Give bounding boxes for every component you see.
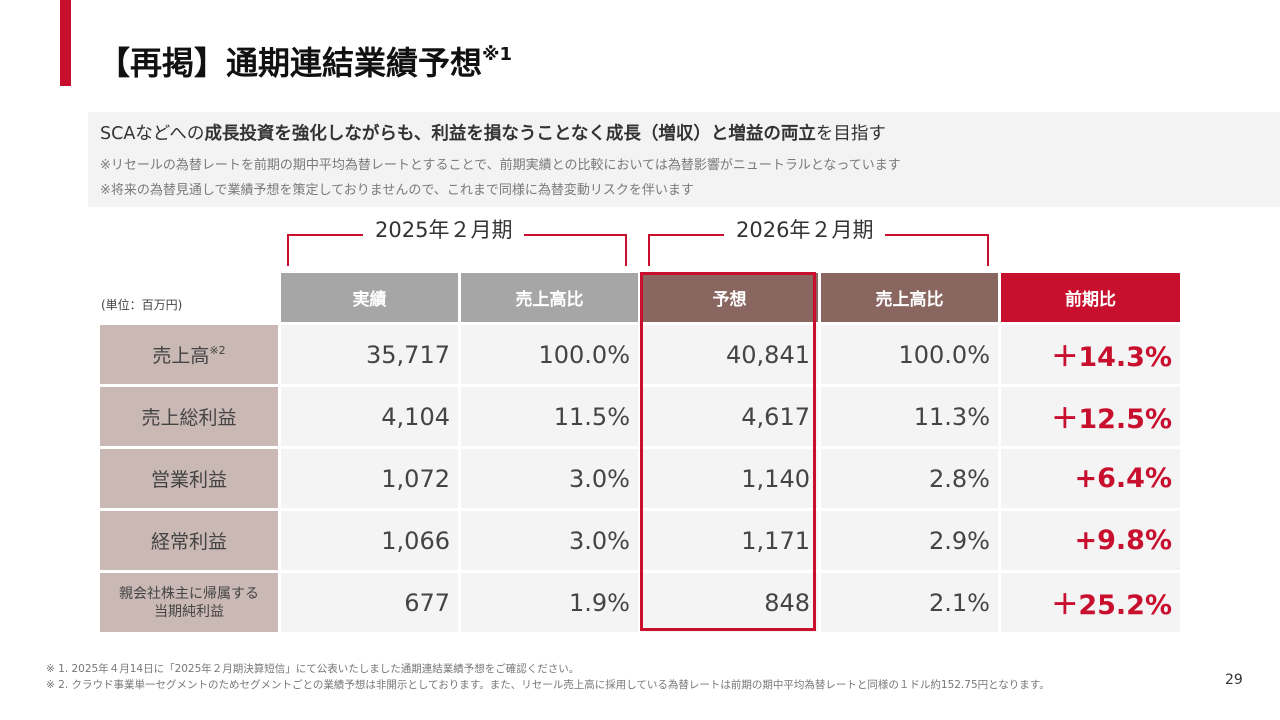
headline-prefix: SCAなどへの <box>100 124 205 144</box>
page-title-text: 【再掲】通期連結業績予想 <box>98 44 483 82</box>
cell-forecast: 848 <box>641 573 818 632</box>
cell-actual: 677 <box>281 573 458 632</box>
cell-yoy: ＋12.5% <box>1001 387 1180 446</box>
unit-label: (単位：百万円) <box>101 298 183 312</box>
row-footnote-mark: ※2 <box>209 344 226 357</box>
header-forecast: 予想 <box>641 273 818 322</box>
row-label: 売上高 ※2 <box>100 325 278 384</box>
cell-forecast-ratio: 2.9% <box>821 511 998 570</box>
cell-yoy: +6.4% <box>1001 449 1180 508</box>
row-label: 売上総利益 <box>100 387 278 446</box>
cell-forecast-ratio: 2.1% <box>821 573 998 632</box>
row-label: 親会社株主に帰属する 当期純利益 <box>100 573 278 632</box>
cell-forecast: 40,841 <box>641 325 818 384</box>
row-label-line2: 当期純利益 <box>154 603 224 620</box>
cell-forecast: 4,617 <box>641 387 818 446</box>
table-row-net-sales: 売上高 ※2 35,717 100.0% 40,841 100.0% ＋14.3% <box>100 325 1180 384</box>
headline-suffix: を目指す <box>815 124 886 144</box>
fy2025-label: 2025年２月期 <box>363 214 525 244</box>
cell-actual: 4,104 <box>281 387 458 446</box>
summary-note-risk: ※将来の為替見通しで業績予想を策定しておりませんので、これまで同様に為替変動リス… <box>100 183 694 198</box>
cell-actual-ratio: 3.0% <box>461 449 638 508</box>
row-label-text: 売上高 <box>152 345 210 367</box>
cell-forecast: 1,171 <box>641 511 818 570</box>
footnote-1: ※ 1. 2025年４月14日に「2025年２月期決算短信」にて公表いたしました… <box>46 663 580 675</box>
summary-box: SCAなどへの成長投資を強化しながらも、利益を損なうことなく成長（増収）と増益の… <box>88 112 1280 207</box>
page-number: 29 <box>1225 672 1243 688</box>
cell-actual: 35,717 <box>281 325 458 384</box>
page-title: 【再掲】通期連結業績予想※1 <box>98 38 512 84</box>
footnote-2: ※ 2. クラウド事業単一セグメントのためセグメントごとの業績予想は非開示として… <box>46 679 1050 691</box>
cell-yoy: ＋25.2% <box>1001 573 1180 632</box>
row-label: 経常利益 <box>100 511 278 570</box>
cell-actual-ratio: 100.0% <box>461 325 638 384</box>
summary-headline: SCAなどへの成長投資を強化しながらも、利益を損なうことなく成長（増収）と増益の… <box>100 120 886 145</box>
cell-actual-ratio: 1.9% <box>461 573 638 632</box>
header-yoy: 前期比 <box>1001 273 1180 322</box>
row-label: 営業利益 <box>100 449 278 508</box>
cell-forecast: 1,140 <box>641 449 818 508</box>
title-footnote-mark: ※1 <box>482 44 513 65</box>
table-row-net-income: 親会社株主に帰属する 当期純利益 677 1.9% 848 2.1% ＋25.2% <box>100 573 1180 632</box>
fy2026-label: 2026年２月期 <box>724 214 886 244</box>
cell-actual-ratio: 3.0% <box>461 511 638 570</box>
header-actual-ratio: 売上高比 <box>461 273 638 322</box>
cell-actual: 1,072 <box>281 449 458 508</box>
cell-forecast-ratio: 11.3% <box>821 387 998 446</box>
cell-actual: 1,066 <box>281 511 458 570</box>
table-row-ordinary-income: 経常利益 1,066 3.0% 1,171 2.9% +9.8% <box>100 511 1180 570</box>
header-actual: 実績 <box>281 273 458 322</box>
table-row-gross-profit: 売上総利益 4,104 11.5% 4,617 11.3% ＋12.5% <box>100 387 1180 446</box>
cell-forecast-ratio: 100.0% <box>821 325 998 384</box>
cell-yoy: ＋14.3% <box>1001 325 1180 384</box>
title-accent-bar <box>60 0 71 86</box>
cell-actual-ratio: 11.5% <box>461 387 638 446</box>
headline-emphasis: 成長投資を強化しながらも、利益を損なうことなく成長（増収）と増益の両立 <box>204 124 816 144</box>
table-row-operating-income: 営業利益 1,072 3.0% 1,140 2.8% +6.4% <box>100 449 1180 508</box>
row-label-line1: 親会社株主に帰属する <box>119 585 259 602</box>
cell-forecast-ratio: 2.8% <box>821 449 998 508</box>
cell-yoy: +9.8% <box>1001 511 1180 570</box>
header-forecast-ratio: 売上高比 <box>821 273 998 322</box>
summary-note-fx: ※リセールの為替レートを前期の期中平均為替レートとすることで、前期実績との比較に… <box>100 158 901 173</box>
